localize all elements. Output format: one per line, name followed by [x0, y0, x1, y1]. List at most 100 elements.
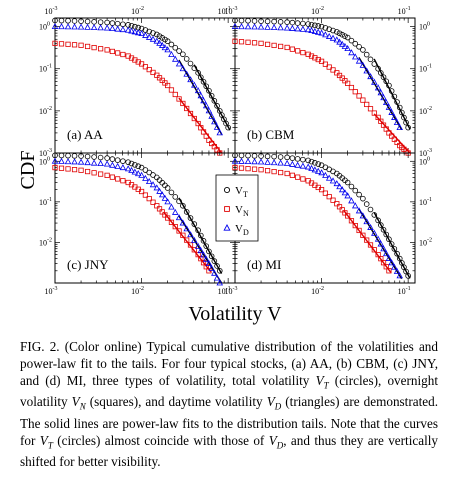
point-circle: [183, 56, 190, 62]
point-triangle: [325, 174, 333, 181]
point-triangle: [175, 60, 183, 67]
point-square: [203, 264, 209, 270]
point-circle: [318, 23, 325, 30]
point-triangle: [341, 189, 349, 196]
point-circle: [394, 99, 400, 105]
x-tick-label: 10-1: [218, 286, 231, 296]
point-triangle: [264, 158, 271, 165]
point-circle: [330, 27, 336, 34]
point-square: [180, 232, 186, 238]
point-triangle: [374, 235, 382, 242]
panel-label: (b) CBM: [247, 127, 295, 142]
x-tick-label: 10-2: [311, 6, 324, 16]
fit-line-vt: [373, 212, 411, 279]
point-square: [232, 164, 238, 171]
point-square: [383, 126, 389, 132]
point-square: [334, 201, 340, 207]
point-triangle: [64, 158, 72, 165]
point-square: [211, 144, 217, 150]
point-square: [339, 75, 345, 81]
legend-triangle-icon: [223, 224, 231, 231]
point-triangle: [124, 165, 132, 172]
point-triangle: [351, 53, 359, 60]
point-triangle: [134, 170, 142, 177]
point-circle: [211, 98, 218, 104]
point-triangle: [138, 30, 145, 37]
point-square: [352, 89, 358, 95]
point-triangle: [138, 171, 145, 178]
point-circle: [176, 48, 182, 54]
point-circle: [168, 41, 175, 48]
point-circle: [238, 17, 245, 24]
point-triangle: [194, 87, 202, 94]
point-circle: [168, 189, 175, 196]
point-circle: [176, 198, 182, 205]
point-circle: [264, 18, 271, 25]
y-tick-label: 100: [419, 156, 430, 166]
point-triangle: [164, 46, 171, 53]
point-square: [138, 188, 145, 195]
point-circle: [142, 167, 149, 173]
point-square: [187, 242, 194, 248]
point-square: [209, 140, 215, 147]
point-square: [184, 105, 190, 112]
point-circle: [383, 231, 390, 238]
point-square: [115, 176, 121, 182]
point-square: [91, 44, 97, 51]
point-circle: [91, 154, 97, 160]
figure-caption: FIG. 2. (Color online) Typical cumulativ…: [20, 339, 438, 470]
point-square: [71, 42, 78, 48]
point-circle: [305, 21, 311, 27]
point-circle: [195, 70, 201, 76]
point-circle: [58, 17, 65, 24]
point-square: [245, 166, 251, 172]
point-circle: [146, 169, 152, 176]
point-triangle: [264, 23, 271, 30]
point-circle: [78, 153, 84, 159]
point-circle: [399, 109, 405, 116]
point-circle: [114, 20, 121, 27]
point-square: [65, 41, 71, 47]
point-circle: [284, 19, 290, 25]
point-circle: [284, 154, 290, 161]
point-triangle: [385, 254, 393, 261]
chart-panel-4: 10-2 10-1 100 10-3 10-2 10-1 (d) MI: [225, 152, 432, 296]
point-square: [109, 174, 115, 180]
legend-box: [215, 174, 259, 242]
point-triangle: [244, 158, 252, 165]
point-circle: [251, 18, 258, 24]
point-circle: [396, 104, 403, 111]
chart-panel-2: 10-3 10-2 10-1 100 10-3 10-2 10-1 (b) CBM: [225, 6, 433, 158]
point-circle: [245, 17, 251, 24]
point-circle: [216, 267, 223, 274]
x-tick-label: 10-2: [311, 286, 324, 296]
legend: VT VN VD: [215, 174, 259, 242]
point-circle: [277, 19, 284, 25]
point-square: [305, 51, 311, 57]
point-circle: [399, 260, 405, 266]
point-square: [232, 38, 238, 44]
y-tick-label: 10-2: [419, 237, 432, 247]
y-tick-label: 10-2: [419, 106, 432, 116]
point-triangle: [179, 65, 187, 72]
point-triangle: [355, 57, 363, 64]
point-circle: [380, 74, 387, 80]
point-square: [312, 55, 318, 61]
point-square: [65, 166, 71, 172]
point-triangle: [251, 23, 258, 30]
point-circle: [198, 232, 204, 239]
point-triangle: [277, 159, 284, 166]
point-triangle: [213, 123, 221, 130]
point-triangle: [231, 157, 239, 164]
point-triangle: [202, 102, 210, 109]
point-circle: [109, 156, 116, 162]
point-triangle: [171, 208, 179, 215]
point-square: [91, 170, 97, 176]
point-circle: [71, 18, 78, 24]
point-circle: [245, 152, 251, 159]
point-circle: [360, 47, 366, 53]
point-square: [184, 237, 190, 243]
point-triangle: [318, 29, 325, 36]
point-triangle: [164, 198, 171, 205]
legend-square-icon: [224, 206, 230, 212]
